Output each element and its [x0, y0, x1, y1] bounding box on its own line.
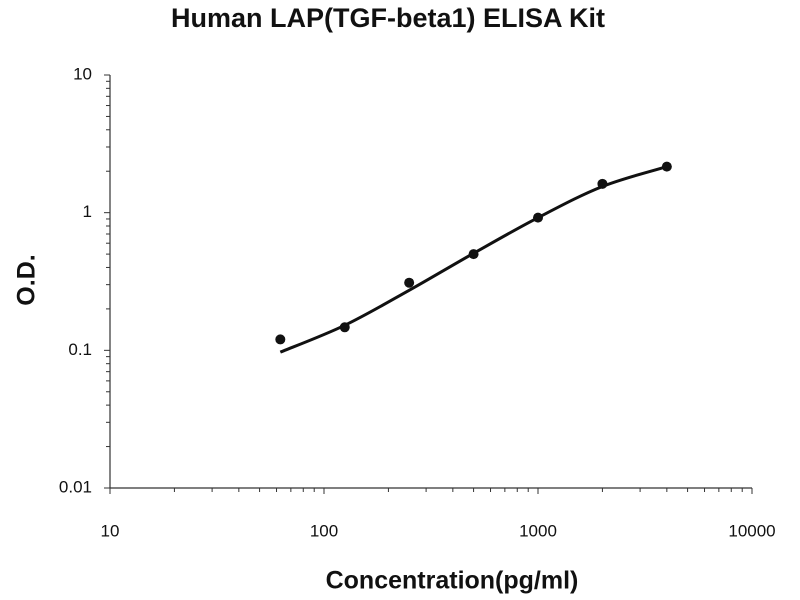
data-point	[468, 249, 479, 260]
y-tick-label: 0.1	[68, 340, 92, 359]
data-point	[404, 277, 415, 288]
data-point	[661, 161, 672, 172]
data-point	[339, 322, 350, 333]
data-point	[597, 178, 608, 189]
fit-curve	[279, 165, 668, 354]
y-axis-label: O.D.	[13, 254, 41, 305]
chart-title: Human LAP(TGF-beta1) ELISA Kit	[171, 3, 605, 33]
x-tick-label: 10	[101, 521, 120, 540]
x-tick-label: 1000	[519, 521, 557, 540]
data-point	[533, 212, 543, 223]
x-axis-label: Concentration(pg/ml)	[326, 567, 579, 595]
y-tick-label: 0.01	[59, 477, 92, 496]
y-tick-label: 1	[83, 202, 92, 221]
y-tick-label: 10	[73, 64, 92, 83]
x-tick-label: 10000	[728, 521, 775, 540]
x-tick-label: 100	[310, 521, 338, 540]
data-point	[275, 334, 286, 345]
